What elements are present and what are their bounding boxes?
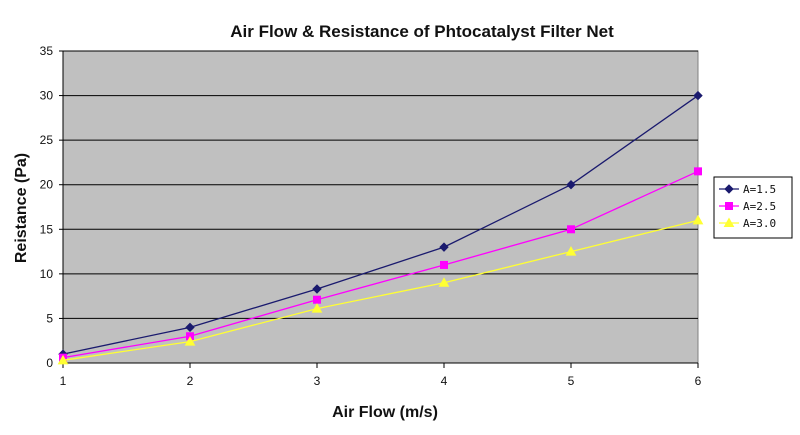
x-tick-label: 4: [441, 374, 448, 388]
gridlines: [63, 50, 698, 319]
x-axis-ticks: 1 2 3 4 5 6: [60, 363, 702, 388]
data-point: [692, 214, 704, 225]
y-tick-label: 5: [46, 311, 53, 325]
legend-item: A=1.5: [719, 183, 776, 196]
x-tick-label: 6: [695, 374, 702, 388]
legend-label: A=3.0: [743, 217, 776, 230]
data-point: [565, 246, 577, 256]
series-line: [62, 219, 699, 361]
series-group: [57, 90, 704, 365]
data-point: [567, 225, 575, 234]
y-tick-label: 30: [40, 89, 54, 103]
y-tick-label: 15: [40, 222, 54, 236]
x-tick-label: 3: [314, 374, 321, 388]
x-tick-label: 5: [568, 374, 575, 388]
legend-item: A=2.5: [719, 200, 776, 213]
axes: [62, 51, 698, 364]
x-tick-label: 1: [60, 374, 67, 388]
x-axis-title: Air Flow (m/s): [332, 404, 438, 421]
data-point: [694, 167, 702, 176]
data-point: [312, 284, 322, 294]
legend-label: A=2.5: [743, 200, 776, 213]
legend: A=1.5 A=2.5 A=3.0: [713, 176, 793, 239]
series-3: [57, 214, 704, 365]
series-line: [62, 170, 699, 359]
series-line: [62, 95, 699, 355]
y-tick-label: 0: [46, 356, 53, 370]
y-axis-title: Reistance (Pa): [13, 153, 30, 263]
y-tick-label: 35: [40, 44, 54, 58]
y-tick-label: 25: [40, 133, 54, 147]
y-axis-ticks: 0 5 10 15 20 25 30 35: [40, 44, 63, 370]
legend-marker: [724, 184, 734, 194]
y-tick-label: 20: [40, 178, 54, 192]
legend-marker: [725, 202, 733, 210]
data-point: [57, 354, 69, 365]
data-point: [313, 295, 321, 304]
data-point: [184, 336, 196, 346]
data-point: [185, 322, 195, 333]
data-point: [440, 260, 448, 269]
y-tick-label: 10: [40, 267, 54, 281]
legend-label: A=1.5: [743, 183, 776, 196]
x-tick-label: 2: [187, 374, 194, 388]
data-point: [566, 180, 576, 190]
legend-marker: [723, 217, 735, 227]
data-point: [311, 303, 323, 313]
data-point: [693, 90, 703, 101]
plot-area: [62, 50, 699, 364]
legend-item: A=3.0: [719, 217, 776, 230]
data-point: [439, 242, 449, 252]
chart-title: Air Flow & Resistance of Phtocatalyst Fi…: [230, 22, 614, 41]
data-point: [438, 277, 450, 287]
series-1: [58, 90, 703, 359]
